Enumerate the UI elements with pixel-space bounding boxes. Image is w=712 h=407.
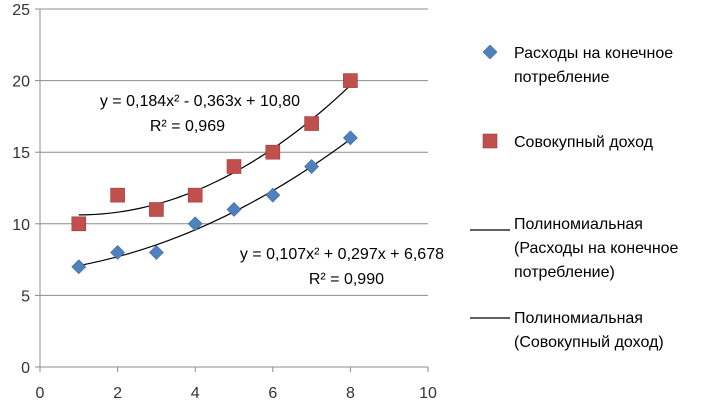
y-tick-label: 20 (12, 74, 30, 91)
data-point (265, 187, 281, 203)
legend-label: Расходы на конечное (514, 45, 673, 62)
y-tick-label: 5 (21, 288, 30, 305)
legend-item: Полиномиальная (Совокупный доход) (470, 310, 664, 351)
gridlines (40, 8, 428, 296)
trendlines (78, 84, 351, 267)
legend-item: Совокупный доход (482, 133, 654, 151)
data-point (148, 245, 164, 260)
y-tick-label: 25 (12, 2, 30, 19)
data-point (342, 130, 358, 146)
legend-item: Расходы на конечное потребление (482, 44, 673, 86)
legend-item: Полиномиальная (Расходы на конечное потреб… (470, 216, 679, 281)
data-point (110, 245, 126, 260)
trendline-equation: y = 0,184x² - 0,363x + 10,80 (100, 93, 300, 110)
legend-label: Полиномиальная (514, 216, 643, 233)
data-points (71, 73, 358, 275)
trendline-equation: y = 0,107x² + 0,297x + 6,678 (240, 246, 444, 263)
legend-label: (Расходы на конечное (514, 240, 679, 257)
y-tick-label: 0 (21, 360, 30, 377)
y-tick-label: 10 (12, 217, 30, 234)
data-point (71, 216, 87, 232)
trendline-r2: R² = 0,969 (150, 118, 225, 135)
tick-labels: 0 5 10 15 20 25 0 2 4 6 8 10 (12, 2, 437, 402)
data-point (110, 187, 125, 203)
data-point (187, 216, 203, 232)
legend-marker (482, 133, 498, 149)
legend-label: (Совокупный доход) (514, 334, 664, 351)
x-tick-label: 0 (36, 385, 45, 402)
trendline-r2: R² = 0,990 (309, 271, 384, 288)
legend: Расходы на конечное потребление Совокупный… (470, 44, 679, 351)
x-tick-label: 8 (346, 385, 355, 402)
data-point (71, 259, 87, 275)
x-tick-label: 2 (113, 385, 122, 402)
legend-label: Совокупный доход (514, 134, 654, 151)
legend-marker (482, 44, 498, 60)
data-point (187, 187, 203, 203)
data-point (265, 144, 281, 160)
legend-label: Полиномиальная (514, 310, 643, 327)
x-tick-label: 6 (268, 385, 277, 402)
x-tick-label: 10 (419, 385, 437, 402)
x-tick-label: 4 (191, 385, 200, 402)
trendline-equations: y = 0,107x² + 0,297x + 6,678 R² = 0,990 y … (100, 93, 444, 288)
data-point (149, 202, 164, 217)
legend-label: потребление (514, 69, 610, 86)
axes (35, 8, 429, 372)
y-tick-label: 15 (12, 145, 30, 162)
data-point (226, 159, 242, 174)
data-point (304, 159, 320, 174)
data-point (304, 116, 319, 131)
trendline (78, 138, 351, 267)
legend-label: потребление) (514, 264, 615, 281)
data-point (226, 202, 242, 217)
data-point (343, 73, 358, 88)
